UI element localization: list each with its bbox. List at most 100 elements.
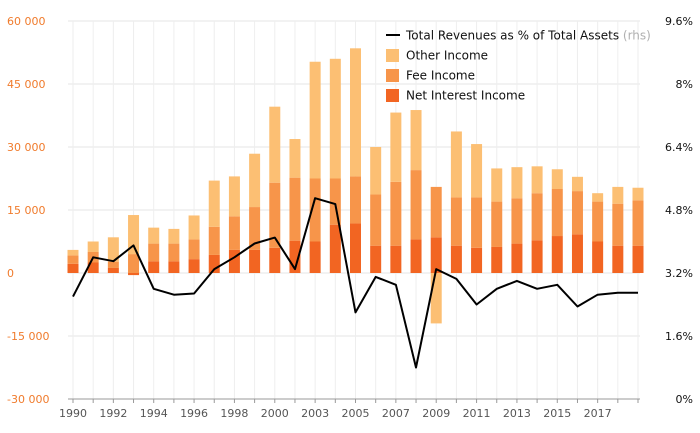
bar-net-interest-income (128, 273, 140, 276)
legend: Total Revenues as % of Total Assets (rhs… (386, 29, 651, 103)
x-tick-label: 2009 (422, 407, 450, 420)
x-tick-label: 2005 (342, 407, 370, 420)
y-right-tick-label: 6.4% (665, 141, 693, 154)
y-left-tick-label: -15 000 (7, 330, 49, 343)
bar-fee-income (67, 255, 79, 264)
bar-net-interest-income (168, 261, 180, 273)
bar-net-interest-income (249, 249, 261, 273)
bar-net-interest-income (571, 234, 583, 273)
y-right-tick-label: 3.2% (665, 267, 693, 280)
bar-fee-income (228, 216, 240, 250)
bar-other-income (128, 215, 140, 255)
bar-fee-income (450, 197, 462, 246)
bar-other-income (450, 131, 462, 198)
bar-other-income (491, 168, 503, 202)
x-tick-label: 2000 (261, 407, 289, 420)
bar-net-interest-income (87, 262, 99, 273)
y-left-tick-label: 0 (7, 267, 14, 280)
y-right-tick-label: 9.6% (665, 15, 693, 28)
bar-other-income (571, 176, 583, 192)
bar-fee-income (632, 200, 644, 246)
bar-other-income (148, 227, 160, 244)
bar-fee-income (350, 176, 361, 224)
bar-other-income (188, 215, 200, 240)
bar-other-income (370, 147, 382, 195)
bar-fee-income (309, 178, 321, 242)
x-tick-label: 2015 (543, 407, 571, 420)
bar-net-interest-income (269, 247, 281, 273)
bar-fee-income (571, 191, 583, 235)
bar-fee-income (107, 261, 119, 268)
bar-other-income (632, 187, 644, 201)
bar-fee-income (491, 201, 503, 247)
legend-label-line: Total Revenues as % of Total Assets (rhs… (405, 29, 651, 43)
bar-other-income (390, 112, 402, 182)
legend-swatch-net-interest-income (386, 89, 399, 102)
bar-net-interest-income (450, 245, 462, 273)
revenue-ratio-line (72, 197, 638, 369)
bar-other-income (249, 153, 261, 208)
bar-net-interest-income (612, 245, 624, 273)
bar-net-interest-income (228, 249, 240, 273)
bar-other-income (410, 110, 422, 171)
bar-other-income (511, 167, 523, 199)
bar-net-interest-income (188, 259, 200, 273)
bar-net-interest-income (632, 245, 644, 273)
y-left-tick-label: 45 000 (7, 78, 46, 91)
bar-other-income (430, 273, 442, 324)
legend-label-net-interest-income: Net Interest Income (406, 89, 525, 103)
bar-fee-income (289, 177, 301, 241)
x-tick-label: 2013 (503, 407, 531, 420)
bar-net-interest-income (531, 240, 543, 273)
bar-fee-income (208, 226, 220, 255)
bar-net-interest-income (471, 247, 483, 273)
y-right-tick-label: 0% (676, 393, 693, 406)
bar-fee-income (612, 203, 624, 246)
y-left-tick-label: 15 000 (7, 204, 46, 217)
legend-swatch-fee-income (386, 69, 399, 82)
bar-other-income (208, 180, 220, 227)
bar-other-income (269, 106, 281, 183)
x-tick-label: 1998 (220, 407, 248, 420)
y-left-tick-label: 30 000 (7, 141, 46, 154)
bar-net-interest-income (67, 263, 79, 273)
x-tick-label: 2017 (584, 407, 612, 420)
bar-net-interest-income (430, 237, 442, 273)
y-right-tick-label: 8% (676, 78, 693, 91)
bar-net-interest-income (491, 246, 503, 273)
line-total-revenues-pct (72, 197, 638, 369)
bar-fee-income (269, 182, 281, 248)
bar-fee-income (329, 178, 341, 225)
bar-other-income (329, 58, 341, 179)
bar-fee-income (531, 193, 543, 241)
bar-fee-income (551, 189, 563, 237)
bar-net-interest-income (329, 224, 341, 273)
bar-net-interest-income (592, 241, 604, 273)
bar-fee-income (370, 194, 382, 246)
bar-net-interest-income (107, 267, 119, 273)
bar-other-income (612, 186, 624, 204)
bar-fee-income (148, 243, 160, 262)
bar-net-interest-income (309, 241, 321, 273)
bar-net-interest-income (370, 245, 382, 273)
bar-other-income (309, 61, 321, 179)
x-tick-label: 2007 (382, 407, 410, 420)
bar-other-income (289, 139, 301, 178)
y-right-tick-label: 4.8% (665, 204, 693, 217)
axes: -30 000 -15 000 0 15 000 30 000 45 000 60 000 0… (7, 15, 693, 420)
bar-fee-income (430, 186, 442, 238)
bar-net-interest-income (390, 245, 402, 273)
bar-fee-income (390, 181, 402, 246)
x-tick-label: 1992 (99, 407, 127, 420)
bar-net-interest-income (208, 254, 220, 273)
bar-other-income (228, 176, 240, 217)
y-left-tick-label: 60 000 (7, 15, 46, 28)
bar-other-income (87, 241, 99, 252)
bar-net-interest-income (551, 236, 563, 273)
bar-fee-income (128, 254, 140, 273)
bars (67, 48, 644, 324)
legend-label-other-income: Other Income (406, 49, 488, 63)
legend-rhs-note: (rhs) (623, 29, 651, 43)
bar-other-income (471, 144, 483, 198)
